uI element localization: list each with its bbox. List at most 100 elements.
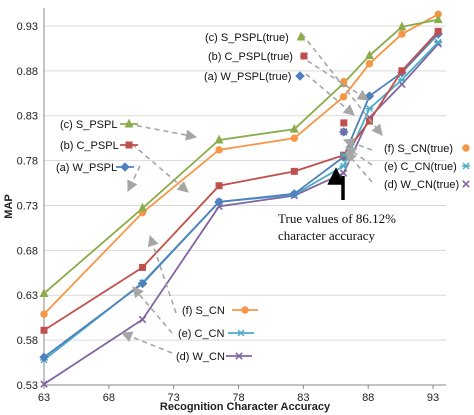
data-point-part — [40, 380, 48, 388]
x-axis-title: Recognition Character Accuracy — [160, 401, 331, 413]
data-point — [215, 182, 223, 190]
data-point-part — [434, 38, 442, 46]
legend-swatch-marker — [125, 141, 133, 149]
data-point — [365, 59, 374, 68]
y-axis-title: MAP — [3, 194, 15, 218]
legend-label: (b) C_PSPL(true) — [208, 51, 293, 63]
legend-label: (e) C_CN — [178, 328, 225, 340]
annotation-note: True values of 86.12% character accuracy — [278, 211, 396, 243]
series-line — [43, 18, 439, 295]
data-point — [339, 93, 348, 101]
data-point — [290, 167, 298, 175]
legend-label: (c) S_PSPL(true) — [205, 32, 289, 44]
data-point — [339, 169, 348, 177]
legend-swatch-marker — [300, 52, 308, 60]
connector-arrow — [131, 143, 189, 193]
data-point — [289, 189, 299, 199]
legend-bottom: (f) S_CN (e) C_CN (d) W_CN — [176, 305, 258, 363]
legend-label: (a) W_PSPL — [56, 162, 117, 174]
connector-arrow — [345, 151, 373, 183]
data-point — [138, 202, 147, 212]
legend-label: (d) W_CN(true) — [384, 179, 459, 191]
data-point — [398, 30, 406, 38]
data-point — [289, 123, 299, 133]
connector-arrow — [305, 73, 355, 116]
legend-label: (c) S_PSPL — [60, 119, 117, 131]
connector-arrow — [342, 138, 373, 151]
legend-label: (e) C_CN(true) — [384, 161, 457, 173]
legend-swatch-marker — [237, 329, 245, 337]
y-tick-label: 0.83 — [17, 111, 38, 123]
y-tick-label: 0.93 — [17, 21, 38, 33]
data-point — [397, 21, 407, 31]
legend-swatch-marker-part — [462, 162, 470, 170]
connector-arrow — [147, 234, 177, 314]
data-point — [39, 288, 49, 297]
y-tick-label: 0.53 — [17, 380, 38, 392]
legend-label: (f) S_CN — [182, 305, 225, 317]
true-value-point-part — [340, 128, 348, 136]
x-tick-label: 93 — [427, 392, 439, 404]
legend-swatch-marker — [241, 306, 249, 314]
x-tick-label: 83 — [297, 392, 309, 404]
y-tick-label: 0.58 — [17, 335, 38, 347]
x-tick-label: 68 — [103, 392, 115, 404]
connector-arrow — [299, 55, 369, 101]
data-point — [139, 263, 147, 271]
data-point — [215, 146, 223, 154]
legend-swatch-marker — [295, 71, 305, 81]
data-point — [397, 76, 406, 84]
connector-arrow — [120, 331, 173, 354]
y-tick-label: 0.68 — [17, 245, 38, 257]
legend-swatch-marker — [462, 162, 470, 170]
legend-swatch-marker-part — [237, 329, 245, 337]
legend-swatch-marker — [235, 352, 243, 360]
data-point — [365, 117, 373, 125]
series-line — [43, 43, 439, 385]
series-0 — [39, 14, 443, 297]
data-point — [290, 134, 298, 142]
legend-true-right: (f) S_CN(true) (e) C_CN(true) (d) W_CN(tru… — [384, 143, 470, 191]
series-3 — [40, 10, 442, 318]
x-tick-label: 78 — [232, 392, 244, 404]
y-tick-label: 0.88 — [17, 66, 38, 78]
data-point — [40, 326, 48, 334]
data-point — [214, 134, 224, 144]
y-tick-label: 0.78 — [17, 156, 38, 168]
connector-arrow — [345, 146, 373, 166]
data-point — [138, 315, 147, 324]
x-tick-label: 63 — [38, 392, 50, 404]
true-value-point — [340, 128, 348, 136]
legend-label: (d) W_CN — [176, 351, 225, 363]
data-point-part — [398, 76, 406, 84]
series-line — [43, 33, 439, 358]
data-point — [39, 352, 49, 362]
legend-swatch-marker — [462, 144, 470, 152]
data-point — [40, 380, 48, 388]
data-point — [434, 38, 443, 46]
data-point — [365, 50, 374, 60]
y-tick-label: 0.63 — [17, 290, 38, 302]
legend-left: (c) S_PSPL (b) C_PSPL (a) W_PSPL — [56, 118, 138, 174]
legend-connectors — [120, 33, 383, 354]
true-value-point — [340, 119, 348, 127]
data-point — [40, 310, 48, 318]
legend-swatch-marker — [120, 162, 130, 172]
connector-arrow — [127, 123, 198, 141]
data-point — [433, 14, 443, 24]
connector-arrow — [132, 286, 173, 334]
data-point — [365, 105, 374, 113]
data-point-part — [365, 105, 373, 113]
legend-label: (a) W_PSPL(true) — [204, 71, 291, 83]
legend-swatch-marker — [124, 118, 134, 128]
legend-swatch-marker-part — [462, 180, 470, 188]
legend-swatch-marker — [296, 31, 306, 41]
x-tick-label: 73 — [168, 392, 180, 404]
data-point — [434, 27, 442, 35]
annotation-line: True values of 86.12% — [278, 211, 396, 226]
legend-label: (f) S_CN(true) — [384, 143, 453, 155]
legend-true-top: (c) S_PSPL(true) (b) C_PSPL(true) (a) W_PS… — [204, 31, 308, 83]
connector-arrow — [127, 165, 141, 193]
